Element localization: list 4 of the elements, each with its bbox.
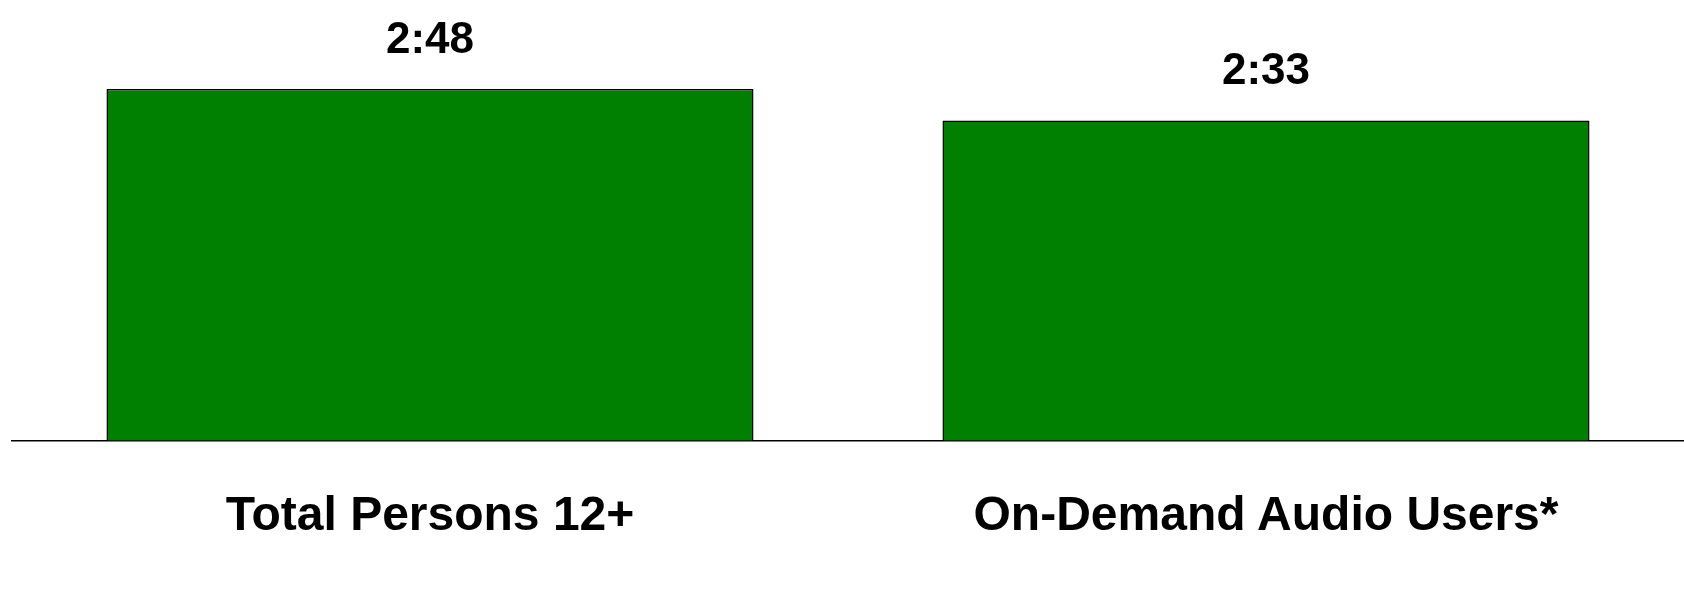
- data-label: 2:48: [385, 13, 475, 62]
- data-label: 2:33: [1221, 44, 1311, 94]
- x-tick-label: Total Persons 12+: [225, 487, 635, 541]
- x-tick-label: On-Demand Audio Users*: [973, 487, 1559, 541]
